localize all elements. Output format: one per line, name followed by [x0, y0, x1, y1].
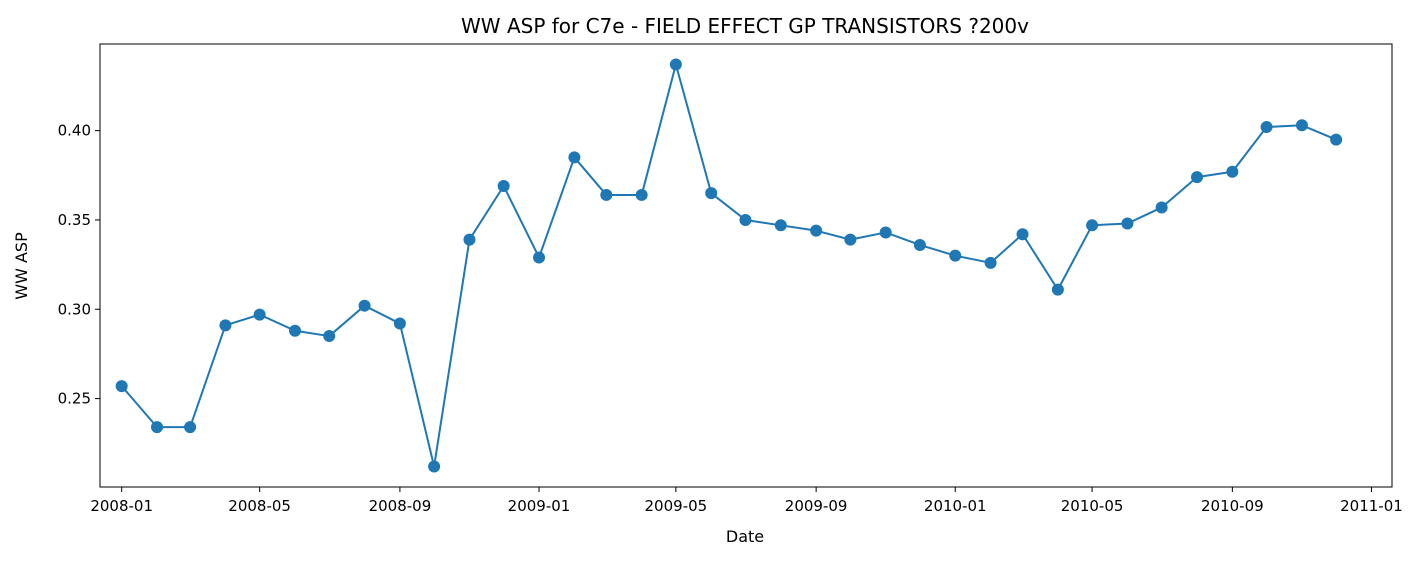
- data-point: [323, 330, 336, 343]
- x-tick-label: 2009-09: [785, 497, 848, 515]
- y-tick-label: 0.30: [58, 300, 91, 318]
- data-point: [428, 460, 441, 473]
- data-point: [844, 233, 857, 246]
- x-tick-label: 2008-01: [90, 497, 153, 515]
- data-point: [1295, 119, 1308, 132]
- data-point: [463, 233, 476, 246]
- data-point: [739, 213, 752, 226]
- y-tick-label: 0.25: [58, 390, 91, 408]
- y-axis-title: WW ASP: [12, 232, 31, 300]
- data-point: [533, 251, 546, 264]
- data-point: [253, 308, 266, 321]
- data-point: [1155, 201, 1168, 214]
- data-point: [913, 238, 926, 251]
- data-point: [705, 187, 718, 200]
- series-line: [120, 63, 1337, 468]
- data-point: [879, 226, 892, 239]
- data-point: [115, 380, 128, 393]
- data-point: [497, 180, 510, 193]
- chart-title: WW ASP for C7e - FIELD EFFECT GP TRANSIS…: [461, 14, 1029, 38]
- data-point: [151, 421, 164, 434]
- x-tick-label: 2010-05: [1061, 497, 1124, 515]
- data-point: [568, 151, 581, 164]
- data-point: [184, 421, 197, 434]
- data-point: [1226, 165, 1239, 178]
- data-point: [219, 319, 232, 332]
- data-point: [600, 188, 613, 201]
- data-point: [635, 188, 648, 201]
- x-tick-label: 2008-05: [228, 497, 291, 515]
- data-point: [1016, 228, 1029, 241]
- data-point: [1121, 217, 1134, 230]
- x-tick-label: 2010-09: [1201, 497, 1264, 515]
- x-tick-label: 2008-09: [369, 497, 432, 515]
- data-point: [358, 299, 371, 312]
- data-point: [289, 324, 301, 337]
- x-axis: 2008-01 2008-05 2008-09 2009-01 2009-05 2009-…: [90, 487, 1403, 515]
- data-point: [1086, 219, 1099, 232]
- data-point: [1330, 133, 1343, 146]
- x-tick-label: 2009-01: [508, 497, 571, 515]
- x-tick-label: 2010-01: [924, 497, 987, 515]
- data-point: [393, 317, 406, 330]
- data-point: [774, 219, 787, 232]
- y-tick-label: 0.40: [58, 122, 91, 140]
- y-tick-label: 0.35: [58, 211, 91, 229]
- data-point: [1260, 121, 1273, 134]
- x-axis-title: Date: [726, 527, 764, 546]
- data-point: [984, 256, 997, 269]
- data-point: [810, 224, 823, 237]
- data-point: [949, 249, 962, 262]
- data-point: [669, 58, 682, 71]
- series-layer: [115, 58, 1343, 473]
- data-point: [1191, 171, 1203, 184]
- x-tick-label: 2009-05: [645, 497, 708, 515]
- plot-area: [99, 43, 1393, 488]
- data-point: [1051, 283, 1064, 296]
- x-tick-label: 2011-01: [1340, 497, 1403, 515]
- y-axis: 0.25 0.30 0.35 0.40: [58, 122, 100, 408]
